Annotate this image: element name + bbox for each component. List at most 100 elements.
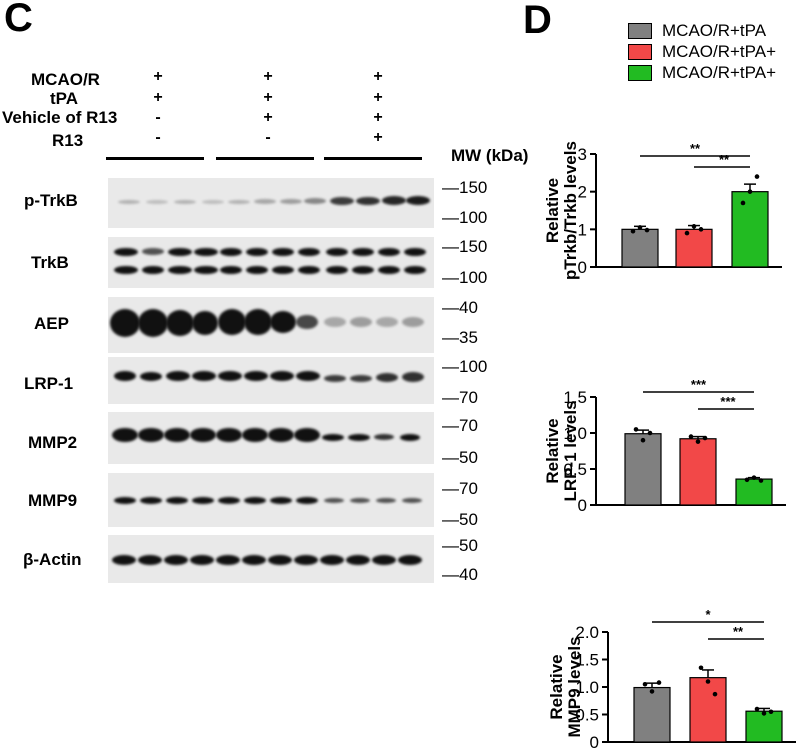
condition-label-vehicle: Vehicle of R13	[2, 108, 118, 127]
significance-label: **	[690, 141, 701, 156]
band	[304, 198, 326, 204]
y-tick-label: 1.0	[575, 678, 599, 697]
band	[298, 266, 320, 274]
band	[322, 434, 344, 441]
sign: +	[263, 68, 273, 85]
band	[202, 200, 224, 204]
band	[114, 497, 136, 504]
band	[114, 371, 136, 381]
mw-marker-value: 40	[459, 298, 478, 317]
band	[228, 200, 250, 204]
band	[326, 248, 348, 256]
data-point	[642, 681, 648, 687]
y-axis-label: LRP-1 levels	[561, 400, 580, 501]
legend-swatch	[628, 44, 652, 60]
mw-marker-value: 70	[459, 388, 478, 407]
blot-label-trkb: TrkB	[31, 253, 69, 272]
band	[216, 555, 240, 565]
band	[244, 371, 268, 381]
blot-label-mmp2: MMP2	[28, 433, 78, 452]
band	[378, 248, 400, 256]
y-axis-label: Relative	[543, 178, 562, 243]
bar	[679, 438, 717, 506]
band	[110, 309, 140, 337]
band	[114, 266, 138, 274]
band	[324, 375, 346, 382]
band	[398, 555, 422, 565]
blot-trkb	[108, 237, 434, 288]
band	[320, 555, 344, 565]
band	[272, 266, 294, 274]
data-point	[768, 709, 774, 715]
data-point	[754, 706, 760, 712]
mw-marker: —150	[442, 237, 488, 256]
band	[402, 372, 424, 382]
bar	[624, 433, 662, 506]
sign: +	[153, 68, 163, 85]
legend-label: MCAO/R+tPA+	[662, 63, 776, 82]
blot-mmp9	[108, 473, 434, 527]
mw-marker-value: 150	[459, 178, 488, 197]
blot-lrp1	[108, 357, 434, 404]
band	[166, 497, 188, 504]
data-point	[691, 224, 697, 229]
sign: -	[155, 109, 161, 126]
data-point	[656, 680, 662, 685]
band	[140, 497, 162, 504]
legend-item: MCAO/R+tPA+	[628, 42, 776, 62]
legend-label: MCAO/R+tPA	[662, 21, 767, 40]
mw-marker-value: 40	[459, 565, 478, 584]
band	[254, 199, 276, 204]
panel-c-letter: C	[4, 0, 33, 40]
data-point	[698, 665, 704, 671]
band	[296, 371, 320, 381]
band	[192, 497, 214, 504]
blot-aep	[108, 297, 434, 353]
band	[244, 497, 266, 504]
y-tick-label: 1.5	[563, 388, 587, 407]
y-tick-label: 0	[578, 496, 587, 515]
legend-swatch	[628, 65, 652, 81]
y-tick-label: 0.5	[563, 460, 587, 479]
data-point	[649, 689, 655, 694]
y-tick-label: 2.0	[575, 623, 599, 642]
legend-swatch	[628, 23, 652, 39]
mw-marker: —150	[442, 178, 488, 197]
band	[112, 555, 136, 565]
sign: +	[263, 109, 273, 126]
band	[140, 372, 162, 381]
data-point	[705, 679, 711, 684]
significance-label: **	[719, 152, 730, 167]
y-axis-label: MMP9 levels	[565, 636, 584, 737]
mw-marker-value: 50	[459, 536, 478, 555]
band	[138, 428, 164, 442]
bar	[745, 710, 783, 743]
data-point	[761, 711, 767, 716]
blot-label-aep: AEP	[34, 314, 69, 333]
mw-marker-value: 100	[459, 268, 488, 287]
data-point	[630, 228, 636, 234]
band	[350, 317, 372, 327]
mw-marker: —40	[442, 565, 478, 584]
band	[406, 196, 430, 205]
group-line	[216, 157, 314, 160]
data-point	[740, 200, 746, 206]
significance-label: *	[705, 607, 711, 622]
band	[376, 498, 396, 503]
mw-marker: —70	[442, 479, 478, 498]
band	[348, 434, 370, 441]
band	[294, 428, 320, 442]
mw-marker: —50	[442, 510, 478, 529]
data-point	[684, 230, 690, 236]
y-tick-label: 0	[590, 733, 599, 749]
y-tick-label: 1.0	[563, 424, 587, 443]
band	[242, 555, 266, 565]
band	[298, 248, 320, 256]
y-axis-label: pTrkb/Trkb levels	[561, 141, 580, 280]
band	[192, 311, 218, 335]
band	[244, 309, 272, 335]
band	[296, 497, 318, 504]
band	[402, 498, 422, 503]
legend-item: MCAO/R+tPA+	[628, 63, 776, 83]
band	[190, 555, 214, 565]
